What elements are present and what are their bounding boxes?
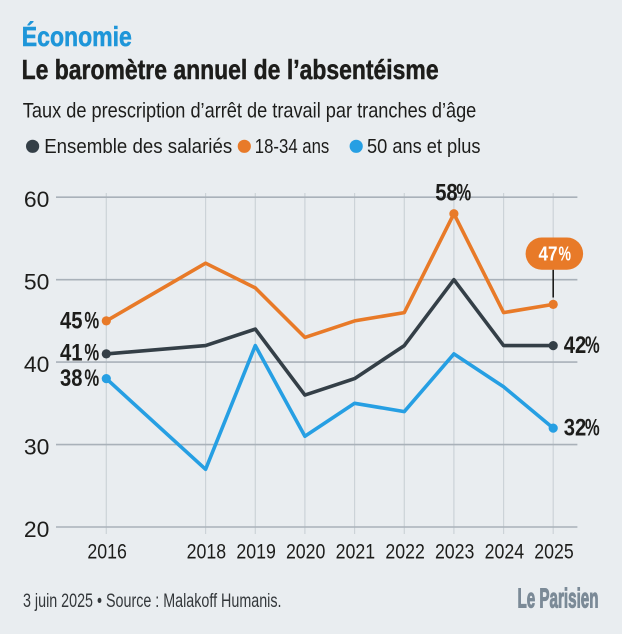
svg-text:2021: 2021 (336, 540, 376, 564)
svg-text:%: % (559, 243, 572, 265)
svg-text:38: 38 (60, 365, 83, 392)
svg-text:50: 50 (24, 270, 50, 295)
svg-text:2020: 2020 (286, 540, 326, 564)
svg-text:2016: 2016 (87, 540, 127, 564)
svg-text:50 ans et plus: 50 ans et plus (367, 135, 481, 158)
svg-text:%: % (84, 365, 99, 392)
svg-text:58: 58 (435, 180, 458, 207)
svg-text:3 juin 2025 • Source : Malakof: 3 juin 2025 • Source : Malakoff Humanis. (23, 591, 282, 612)
svg-text:18-34 ans: 18-34 ans (255, 135, 329, 158)
svg-text:Ensemble des salariés: Ensemble des salariés (44, 135, 232, 158)
svg-text:45: 45 (60, 307, 83, 334)
svg-text:2019: 2019 (236, 540, 276, 564)
svg-text:%: % (585, 332, 600, 359)
svg-text:2018: 2018 (187, 540, 227, 564)
svg-text:Le baromètre annuel de l’absen: Le baromètre annuel de l’absentéisme (22, 54, 439, 85)
svg-text:60: 60 (24, 187, 50, 212)
svg-text:2023: 2023 (435, 540, 475, 564)
svg-text:2022: 2022 (385, 540, 425, 564)
svg-text:47: 47 (539, 243, 558, 265)
svg-text:40: 40 (24, 352, 50, 377)
svg-text:42: 42 (564, 332, 587, 359)
svg-text:%: % (585, 415, 600, 442)
svg-text:20: 20 (24, 517, 50, 542)
svg-text:Économie: Économie (22, 21, 132, 52)
svg-text:2024: 2024 (485, 540, 525, 564)
svg-text:32: 32 (564, 415, 587, 442)
svg-text:2025: 2025 (534, 540, 574, 564)
svg-text:30: 30 (24, 434, 50, 459)
svg-text:41: 41 (60, 339, 83, 366)
svg-text:Taux de prescription d’arrêt d: Taux de prescription d’arrêt de travail … (23, 99, 477, 122)
svg-text:Le Parisien: Le Parisien (518, 583, 599, 614)
svg-text:%: % (84, 307, 99, 334)
svg-text:%: % (456, 180, 471, 207)
svg-text:%: % (84, 339, 99, 366)
